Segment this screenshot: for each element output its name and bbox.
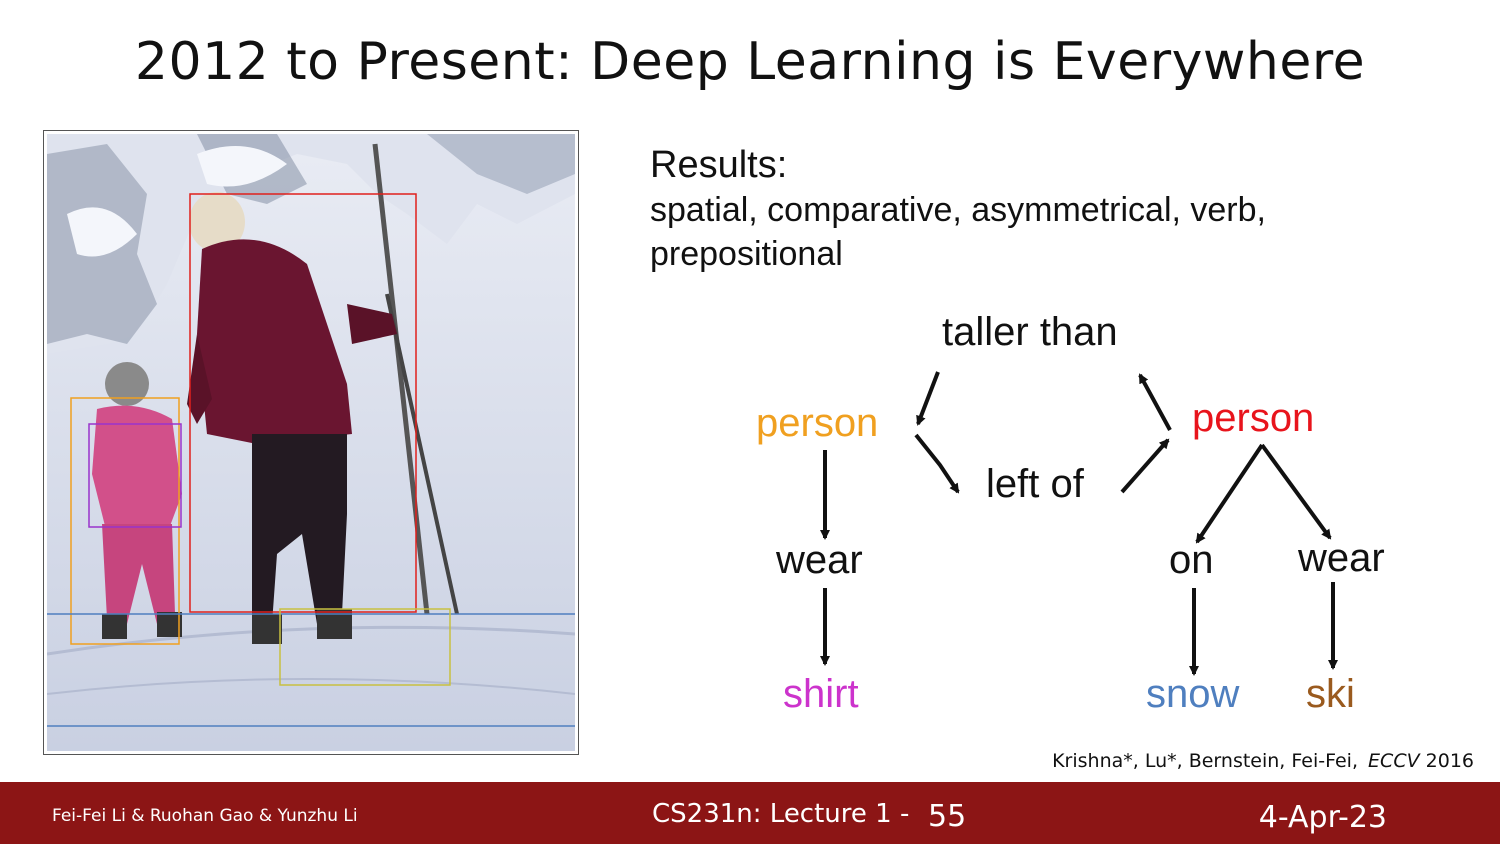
citation-venue: ECCV	[1368, 750, 1420, 772]
footer-date: 4-Apr-23	[1258, 800, 1387, 835]
citation: Krishna*, Lu*, Bernstein, Fei-Fei, ECCV …	[1052, 750, 1474, 772]
results-heading: Results:	[650, 144, 788, 186]
child-skier	[92, 362, 182, 639]
arrow-person-to-on	[1195, 443, 1264, 544]
results-text: Results: spatial, comparative, asymmetri…	[650, 142, 1450, 276]
node-ski: ski	[1306, 672, 1355, 716]
node-shirt: shirt	[783, 672, 859, 716]
slide-title: 2012 to Present: Deep Learning is Everyw…	[134, 32, 1366, 92]
bbox-ski	[279, 608, 451, 686]
footer-authors: Fei-Fei Li & Ruohan Gao & Yunzhu Li	[52, 806, 358, 826]
node-on: on	[1169, 538, 1214, 582]
arrow-person-right-to-taller	[1138, 373, 1172, 431]
bbox-child	[70, 397, 180, 645]
photo-illustration	[47, 134, 575, 751]
scene-graph-arrows	[820, 371, 1338, 676]
arrow-person-to-wear-right	[1260, 443, 1332, 540]
adult-skier	[187, 192, 397, 644]
node-wear-right: wear	[1298, 536, 1385, 580]
ski-pole	[372, 143, 430, 615]
skiing-photo-frame	[43, 130, 579, 755]
node-left-of: left of	[986, 462, 1084, 506]
citation-year: 2016	[1425, 750, 1474, 772]
node-taller-than: taller than	[942, 310, 1118, 354]
results-line-2: prepositional	[650, 235, 843, 273]
node-person-left: person	[756, 401, 879, 445]
node-snow: snow	[1146, 672, 1240, 716]
results-line-1: spatial, comparative, asymmetrical, verb…	[650, 191, 1266, 229]
skiing-photo	[47, 134, 575, 751]
snowy-trees	[47, 134, 575, 354]
bbox-snow	[47, 613, 575, 727]
arrow-taller-to-person-left	[916, 371, 940, 426]
node-person-right: person	[1192, 396, 1315, 440]
node-wear-left: wear	[776, 538, 863, 582]
footer-course: CS231n: Lecture 1 -	[652, 799, 910, 829]
bbox-adult	[189, 193, 417, 613]
bbox-shirt	[88, 423, 182, 528]
footer-bar: Fei-Fei Li & Ruohan Gao & Yunzhu Li CS23…	[0, 782, 1500, 844]
arrow-left-of-to-person-right	[1120, 438, 1170, 494]
citation-authors: Krishna*, Lu*, Bernstein, Fei-Fei,	[1052, 750, 1358, 772]
scene-graph: taller than person left of person wear s…	[700, 300, 1460, 740]
arrow-person-left-to-left-of	[914, 433, 960, 494]
footer-page-number: 55	[928, 799, 967, 834]
